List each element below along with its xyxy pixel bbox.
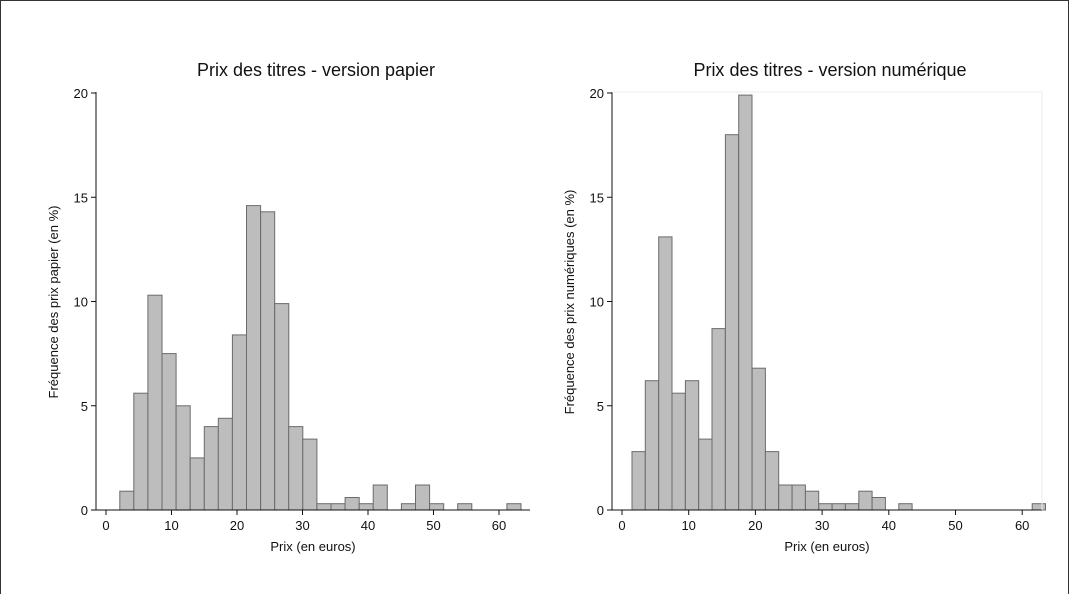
x-tick-label: 40 xyxy=(882,518,896,533)
histogram-bar xyxy=(684,380,700,511)
y-tick-label: 5 xyxy=(597,399,604,414)
y-axis-label: Fréquence des prix numériques (en %) xyxy=(562,190,577,415)
histogram-bar xyxy=(804,490,820,511)
histogram-bar xyxy=(738,94,753,511)
y-tick-label: 15 xyxy=(74,190,88,205)
histogram-bar xyxy=(644,380,660,511)
x-tick-label: 30 xyxy=(815,518,829,533)
histogram-bar xyxy=(246,205,262,511)
histogram-bar xyxy=(429,503,445,511)
histogram-bar xyxy=(457,503,473,511)
histogram-bar xyxy=(288,426,304,511)
histogram-bar xyxy=(898,503,913,511)
panel-digital-prices: Prix des titres - version numérique Prix… xyxy=(562,60,1046,554)
histogram-bar xyxy=(415,484,431,511)
x-axis-label: Prix (en euros) xyxy=(270,539,355,554)
histogram-bar xyxy=(344,497,360,511)
histogram-bar xyxy=(791,484,806,511)
x-tick-label: 0 xyxy=(102,518,109,533)
histogram-bar xyxy=(203,426,219,511)
chart-title: Prix des titres - version papier xyxy=(197,60,435,80)
histogram-bar xyxy=(147,294,163,511)
histogram-bar xyxy=(764,451,780,511)
y-tick-label: 20 xyxy=(590,86,604,101)
x-tick-label: 40 xyxy=(361,518,375,533)
x-tick-label: 10 xyxy=(681,518,695,533)
histogram-bar xyxy=(818,503,833,511)
histogram-bar xyxy=(506,503,522,511)
histogram-bar xyxy=(161,353,177,511)
histogram-bar xyxy=(844,503,860,511)
histogram-bar xyxy=(330,503,346,511)
histogram-bar xyxy=(175,405,191,511)
histogram-bar xyxy=(217,417,233,511)
histogram-bar xyxy=(372,484,388,511)
histogram-bar xyxy=(133,392,149,511)
histogram-bar xyxy=(1031,503,1046,511)
histogram-bar xyxy=(831,503,846,511)
panel-paper-prices: Prix des titres - version papier Prix (e… xyxy=(46,60,530,554)
histogram-bar xyxy=(631,451,646,511)
histogram-bar xyxy=(778,484,793,511)
histogram-bar xyxy=(119,490,135,511)
x-tick-label: 50 xyxy=(948,518,962,533)
histogram-bar xyxy=(751,367,766,511)
x-tick-label: 10 xyxy=(164,518,178,533)
x-tick-label: 60 xyxy=(492,518,506,533)
histogram-bar xyxy=(260,211,276,511)
histogram-bar xyxy=(302,438,318,511)
histogram-bar xyxy=(698,438,713,511)
x-tick-label: 0 xyxy=(618,518,625,533)
histogram-bar xyxy=(189,457,205,511)
histogram-bar xyxy=(274,303,290,511)
y-tick-label: 0 xyxy=(597,503,604,518)
x-tick-label: 20 xyxy=(230,518,244,533)
histogram-bar xyxy=(658,236,673,511)
x-tick-label: 30 xyxy=(295,518,309,533)
chart-title: Prix des titres - version numérique xyxy=(693,60,966,80)
y-tick-label: 10 xyxy=(74,295,88,310)
histogram-bar xyxy=(724,134,740,511)
histogram-bar xyxy=(358,503,374,511)
histogram-bar xyxy=(871,497,886,511)
y-tick-label: 0 xyxy=(81,503,88,518)
histogram-bar xyxy=(400,503,416,511)
y-tick-label: 10 xyxy=(590,295,604,310)
y-tick-label: 15 xyxy=(590,190,604,205)
histogram-bar xyxy=(231,334,247,511)
histogram-bar xyxy=(858,490,873,511)
histogram-bar xyxy=(316,503,332,511)
x-tick-label: 20 xyxy=(748,518,762,533)
y-axis-label: Fréquence des prix papier (en %) xyxy=(46,206,61,399)
y-tick-label: 20 xyxy=(74,86,88,101)
x-axis-label: Prix (en euros) xyxy=(784,539,869,554)
x-tick-label: 50 xyxy=(426,518,440,533)
histogram-bar xyxy=(711,328,726,511)
x-tick-label: 60 xyxy=(1015,518,1029,533)
histogram-bar xyxy=(671,392,686,511)
y-tick-label: 5 xyxy=(81,399,88,414)
